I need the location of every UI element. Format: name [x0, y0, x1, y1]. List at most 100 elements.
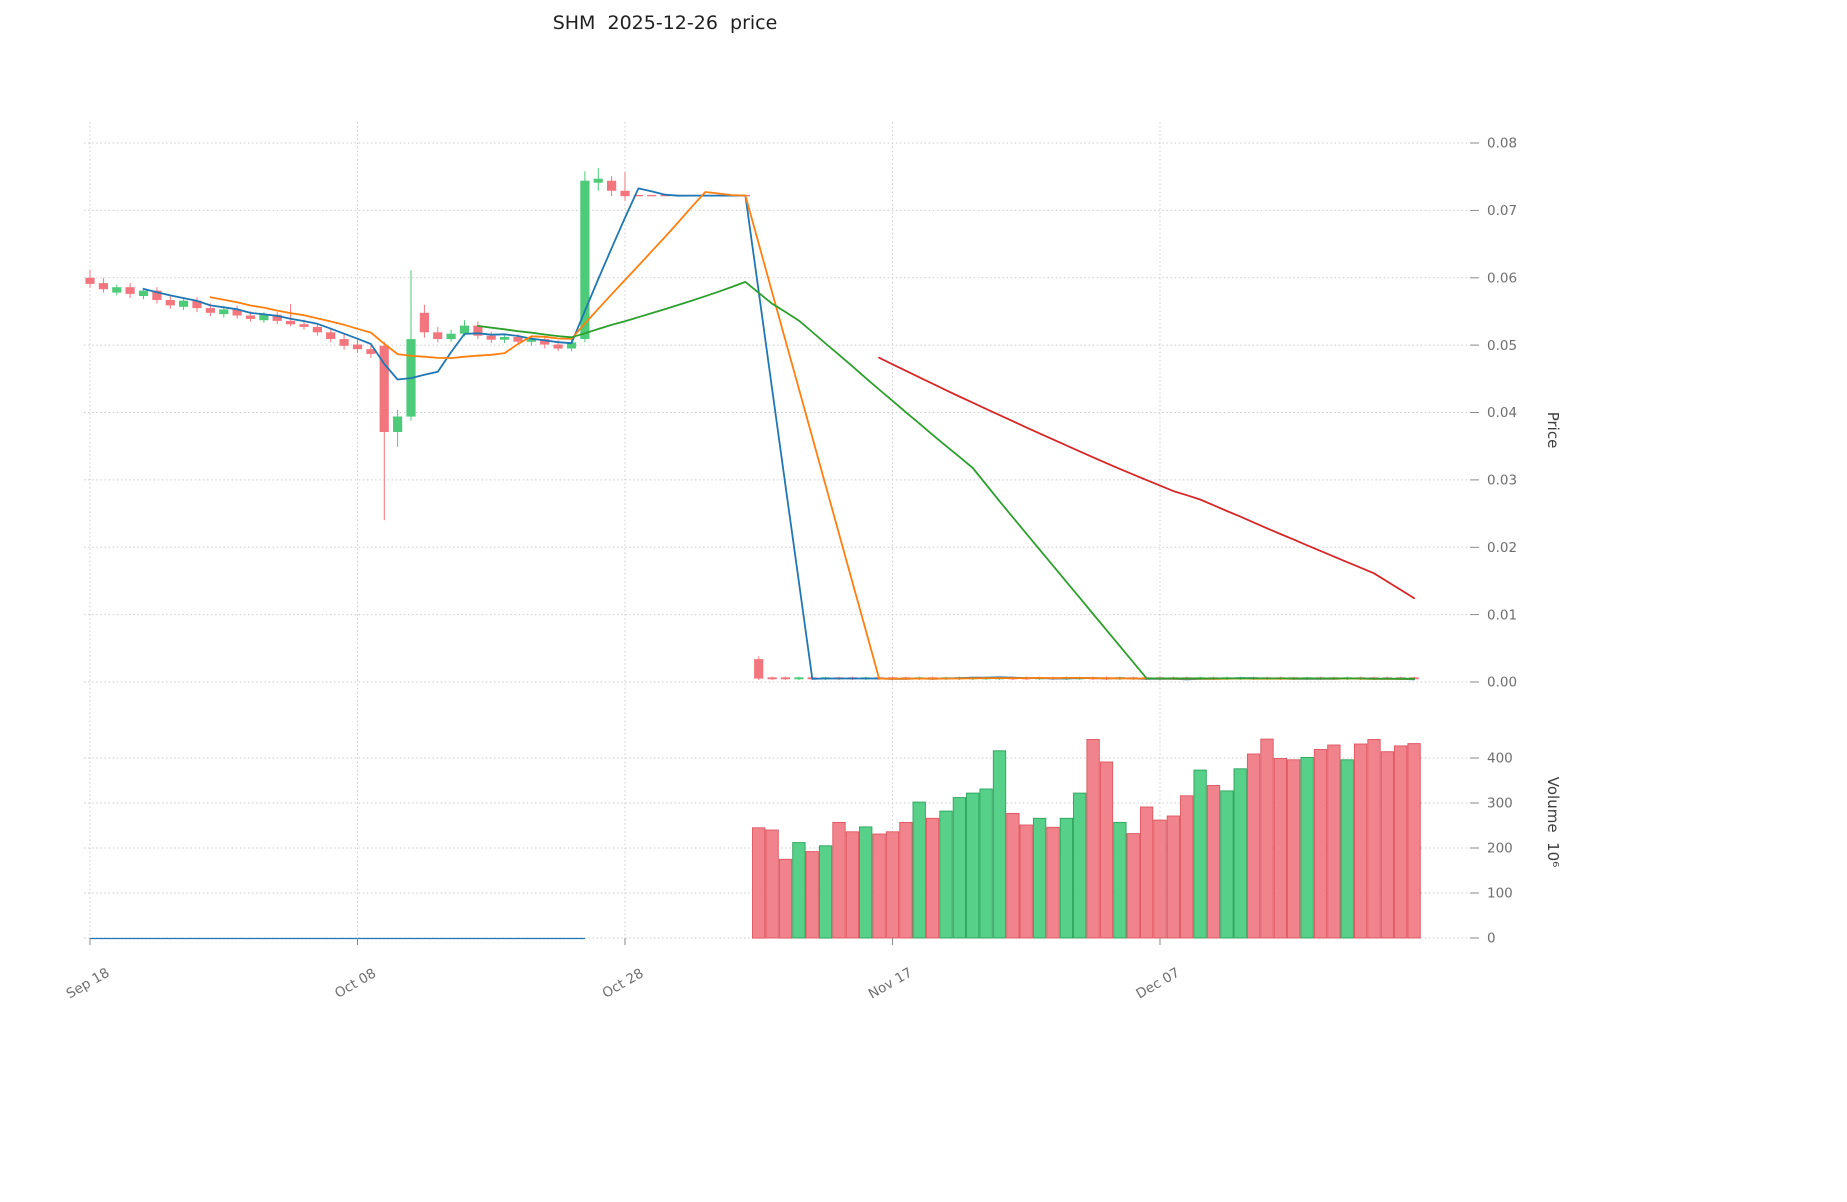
- candle-body: [112, 287, 122, 293]
- volume-bar: [1166, 815, 1181, 939]
- candle-body: [152, 290, 162, 300]
- x-tick-label: Sep 18: [64, 965, 113, 1002]
- volume-bar: [899, 821, 913, 939]
- x-tick-label: Oct 08: [332, 965, 379, 1001]
- volume-bar: [805, 851, 819, 939]
- candle: [393, 409, 403, 447]
- candle: [486, 331, 496, 344]
- ma30-line: [476, 280, 1415, 680]
- candle-body: [352, 344, 363, 350]
- candle-body: [566, 342, 577, 349]
- y-tick-label: 100: [1487, 886, 1513, 902]
- y-tick-label: 200: [1487, 841, 1513, 857]
- candle-body: [419, 312, 429, 333]
- candle: [620, 172, 630, 201]
- candle-body: [513, 337, 523, 342]
- candle-body: [473, 325, 483, 336]
- candle: [794, 676, 804, 680]
- volume-bar: [872, 833, 886, 939]
- candle-body: [754, 659, 764, 679]
- y-tick-label: 0.03: [1487, 473, 1517, 489]
- candle: [352, 339, 363, 353]
- volume-bar: [1367, 739, 1381, 939]
- ma60-line: [878, 356, 1415, 599]
- volume-bar: [845, 831, 860, 939]
- candle-body: [580, 180, 590, 339]
- volume-bar: [1032, 817, 1047, 939]
- candle-body: [272, 314, 282, 321]
- y-tick-label: 0.01: [1487, 607, 1517, 623]
- candle: [406, 270, 416, 421]
- volume-series: [90, 738, 1421, 940]
- volume-bar: [1019, 824, 1033, 939]
- candle-body: [647, 194, 657, 197]
- candle-body: [540, 339, 550, 345]
- candle-body: [286, 320, 296, 325]
- candle-body: [98, 283, 108, 290]
- candle: [433, 326, 443, 343]
- volume-bar: [1353, 743, 1368, 939]
- candle-body: [446, 333, 456, 340]
- volume-bar: [1006, 812, 1020, 939]
- candle: [633, 194, 643, 197]
- candle: [179, 297, 189, 311]
- candle: [85, 269, 95, 288]
- candle-body: [486, 335, 496, 340]
- volume-bar: [992, 750, 1007, 939]
- candle: [580, 171, 590, 343]
- volume-bar: [1380, 751, 1395, 939]
- candle-body: [85, 277, 95, 284]
- price-axis-label: Price: [1544, 412, 1562, 449]
- y-tick-label: 0.05: [1487, 338, 1517, 354]
- candle-body: [205, 308, 215, 313]
- candle-body: [780, 677, 791, 680]
- volume-bar: [885, 831, 900, 939]
- candle-body: [366, 349, 376, 354]
- ma10-line: [209, 191, 1415, 680]
- candle: [112, 284, 122, 296]
- candle: [192, 297, 202, 313]
- candle: [647, 194, 657, 197]
- candle-body: [232, 309, 242, 316]
- volume-bar: [1394, 745, 1408, 939]
- y-tick-label: 0.06: [1487, 270, 1517, 286]
- volume-bar: [1246, 753, 1261, 939]
- candle: [326, 327, 336, 343]
- candle-body: [794, 677, 804, 680]
- candle: [286, 304, 296, 327]
- volume-bar: [912, 801, 926, 939]
- volume-bar: [1300, 757, 1314, 939]
- candle: [593, 167, 603, 191]
- moving-average-lines: [142, 187, 1415, 681]
- candle-body: [633, 194, 643, 197]
- x-tick-label: Dec 07: [1133, 965, 1182, 1003]
- candle-body: [379, 345, 389, 432]
- volume-bar: [818, 845, 833, 939]
- candle: [500, 333, 510, 344]
- candle: [165, 295, 175, 309]
- volume-bar: [1139, 806, 1154, 939]
- candle: [125, 283, 135, 298]
- x-tick-label: Oct 28: [600, 965, 647, 1001]
- volume-bar: [952, 797, 967, 939]
- y-tick-label: 300: [1487, 796, 1513, 812]
- volume-bar: [1260, 738, 1274, 939]
- candle-body: [526, 339, 536, 342]
- candle: [446, 329, 456, 342]
- volume-bar: [1407, 743, 1421, 939]
- candle: [607, 176, 617, 197]
- candle: [419, 304, 429, 338]
- volume-bar: [1059, 817, 1074, 939]
- candle: [98, 277, 108, 293]
- candle-body: [500, 337, 510, 340]
- candle-body: [767, 677, 777, 680]
- volume-bar: [792, 842, 806, 939]
- candle: [379, 341, 389, 521]
- candle: [339, 334, 349, 350]
- volume-bar: [1113, 821, 1127, 939]
- volume-bar: [1206, 785, 1221, 939]
- volume-bar: [939, 810, 953, 939]
- volume-bar: [979, 788, 993, 939]
- volume-bar: [1126, 833, 1140, 939]
